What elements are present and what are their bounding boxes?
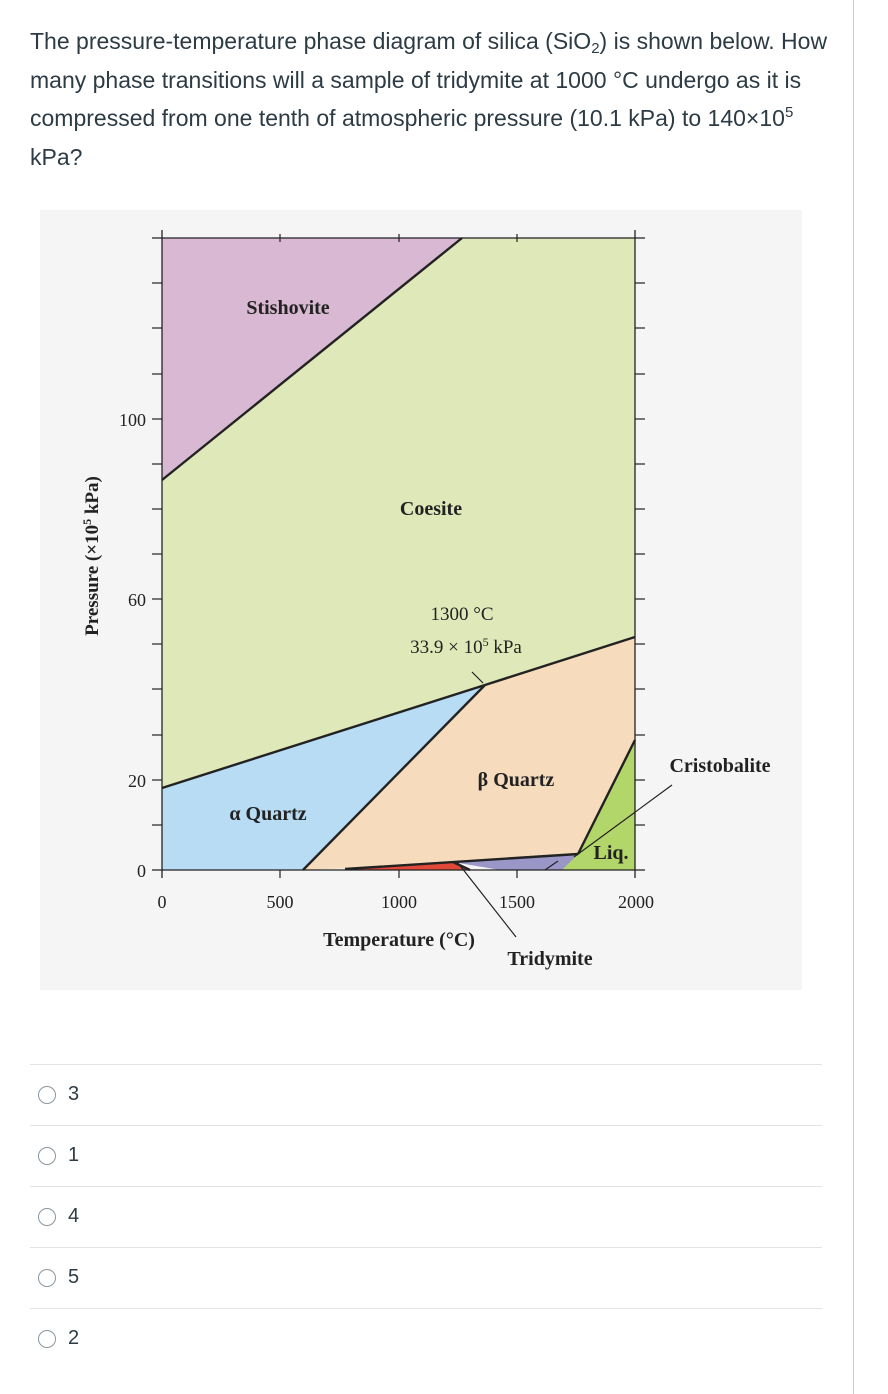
x-tick-label: 1500 [499, 892, 535, 912]
x-axis-ticks [279, 234, 518, 878]
radio-button[interactable] [38, 1269, 56, 1287]
y-axis-title: Pressure (×105 kPa) [80, 476, 103, 636]
beta-quartz-label: β Quartz [478, 769, 555, 791]
y-tick-label: 0 [137, 861, 146, 881]
answer-label: 5 [68, 1266, 80, 1288]
alpha-quartz-region [162, 685, 485, 870]
right-axis-ticks [635, 282, 645, 826]
answer-option[interactable]: 3 [30, 1064, 822, 1125]
coesite-label: Coesite [400, 498, 462, 520]
answer-list: 3 1 4 5 2 [30, 1064, 822, 1369]
answer-label: 4 [68, 1205, 80, 1227]
question-text: The pressure-temperature phase diagram o… [30, 28, 828, 170]
answer-option[interactable]: 1 [30, 1125, 822, 1186]
radio-button[interactable] [38, 1208, 56, 1226]
y-tick-label: 100 [119, 410, 146, 430]
triple-point-pressure: 33.9 × 105 kPa [410, 635, 522, 658]
beta-quartz-region [303, 637, 635, 870]
subscript: 2 [591, 40, 600, 57]
y-tick-label: 60 [128, 590, 146, 610]
alpha-quartz-label: α Quartz [229, 803, 306, 825]
coesite-region [162, 238, 635, 788]
radio-button[interactable] [38, 1147, 56, 1165]
left-axis-ticks [152, 282, 162, 826]
x-tick-label: 1000 [381, 892, 417, 912]
answer-label: 1 [68, 1144, 80, 1166]
cristobalite-region [560, 740, 635, 870]
answer-option[interactable]: 4 [30, 1186, 822, 1247]
superscript: 5 [784, 104, 794, 121]
phase-diagram: 100 60 20 0 0 500 1000 1500 2000 Tempera… [80, 230, 771, 970]
tridymite-label: Tridymite [507, 948, 592, 970]
answer-label: 2 [68, 1327, 80, 1349]
page-divider [853, 0, 854, 1394]
phase-boundaries [161, 237, 637, 872]
pointer-lines [457, 671, 673, 938]
liquid-label: Liq. [593, 842, 628, 864]
tridymite-region [453, 854, 578, 870]
phase-diagram-figure: 100 60 20 0 0 500 1000 1500 2000 Tempera… [40, 210, 802, 990]
x-tick-label: 2000 [618, 892, 654, 912]
radio-button[interactable] [38, 1330, 56, 1348]
x-axis-title: Temperature (°C) [323, 929, 475, 951]
radio-button[interactable] [38, 1086, 56, 1104]
x-tick-label: 500 [267, 892, 294, 912]
x-tick-label: 0 [158, 892, 167, 912]
answer-option[interactable]: 5 [30, 1247, 822, 1308]
cristobalite-label: Cristobalite [669, 755, 770, 777]
y-tick-label: 20 [128, 771, 146, 791]
answer-label: 3 [68, 1083, 80, 1105]
stishovite-label: Stishovite [246, 297, 329, 319]
answer-option[interactable]: 2 [30, 1308, 822, 1369]
triple-point-temperature: 1300 °C [430, 604, 493, 625]
